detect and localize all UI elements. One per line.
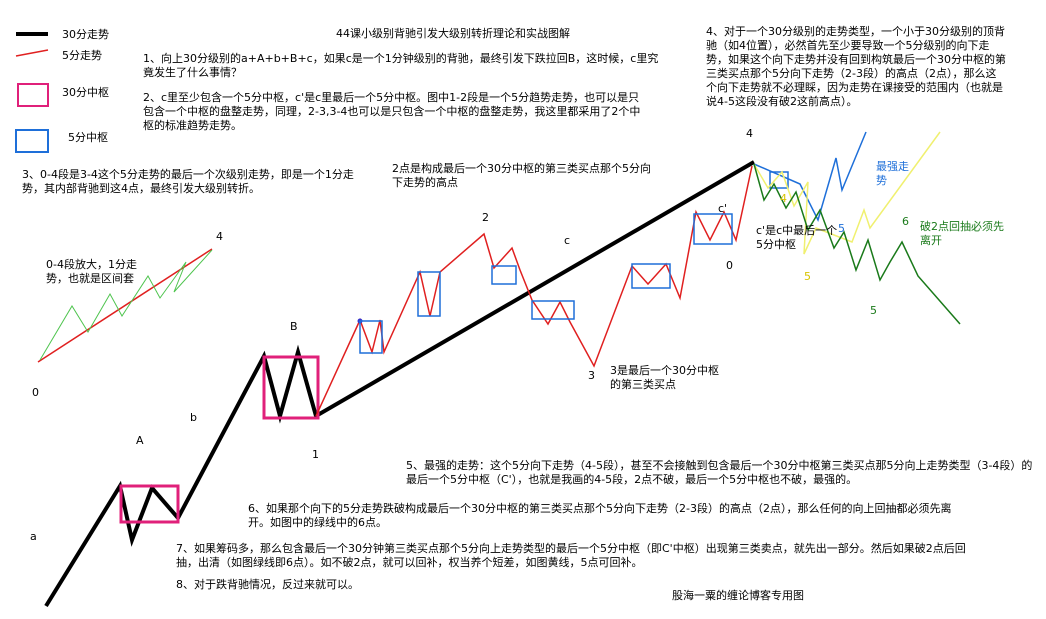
note-zoom: 0-4段放大，1分走势，也就是区间套	[46, 258, 137, 285]
hub-5min-2	[417, 271, 441, 317]
label-point-4-small: 4	[780, 192, 787, 205]
label-zoom-4: 4	[216, 230, 223, 243]
label-c: c	[564, 234, 571, 247]
legend-30min-box-label: 30分中枢	[62, 86, 109, 99]
path-strongest-blue	[753, 131, 867, 223]
note-5: 5、最强的走势：这个5分向下走势（4-5段），甚至不会接触到包含最后一个30分中…	[406, 459, 1033, 486]
label-B: B	[290, 320, 298, 333]
note-1: 1、向上30分级别的a+A+b+B+c，如果c是一个1分钟级别的背驰，最终引发下…	[143, 52, 659, 79]
legend-5min-box	[15, 129, 49, 153]
hub-5min-4	[531, 300, 575, 320]
hub-30min-A	[119, 484, 180, 524]
label-point-1: 1	[312, 448, 319, 461]
label-b: b	[190, 411, 197, 424]
note-break2: 破2点回抽必须先离开	[920, 220, 1004, 247]
legend-30min-line-label: 30分走势	[62, 28, 109, 41]
label-point-4: 4	[746, 127, 753, 140]
zoom-green-line	[39, 249, 213, 361]
label-point-5-yellow: 5	[804, 270, 811, 283]
hub-5min-cprime	[693, 213, 733, 245]
footer-credit: 股海一粟的缠论博客专用图	[672, 589, 804, 602]
legend-30min-box	[17, 83, 49, 107]
label-cprime: c'	[718, 202, 728, 215]
label-point-3: 3	[588, 369, 595, 382]
legend-5min-line	[15, 49, 49, 57]
hub-5min-1	[359, 320, 383, 354]
note-7: 7、如果筹码多，那么包含最后一个30分钟第三类买点那个5分向上走势类型的最后一个…	[176, 542, 966, 569]
hub-30min-B	[262, 355, 320, 420]
note-4: 4、对于一个30分级别的走势类型，一个小于30分级别的顶背驰（如4位置），必然首…	[706, 25, 1006, 108]
hub-5min-3	[491, 265, 517, 285]
note-8: 8、对于跌背驰情况，反过来就可以。	[176, 578, 359, 591]
note-point2: 2点是构成最后一个30分中枢的第三类买点那个5分向下走势的高点	[392, 162, 651, 189]
note-cprime: c'是c中最后一个5分中枢	[756, 224, 838, 251]
note-3: 3、0-4段是3-4这个5分走势的最后一个次级别走势，即是一个1分走势，其内部背…	[22, 168, 354, 195]
note-point3: 3是最后一个30分中枢的第三类买点	[610, 364, 719, 391]
label-a: a	[30, 530, 37, 543]
note-2: 2、c里至少包含一个5分中枢，c'是c里最后一个5分中枢。图中1-2段是一个5分…	[143, 91, 641, 132]
note-6: 6、如果那个向下的5分走势跌破构成最后一个30分中枢的第三类买点那个5分向下走势…	[248, 502, 952, 529]
path-green	[753, 163, 961, 325]
label-zoom-0: 0	[32, 386, 39, 399]
label-point-6: 6	[902, 215, 909, 228]
label-point-5-blue: 5	[838, 222, 845, 235]
label-point-2: 2	[482, 211, 489, 224]
trend-30min-line	[44, 160, 756, 608]
legend-5min-line-label: 5分走势	[62, 49, 102, 62]
path-yellow	[753, 131, 941, 255]
hub-5min-5	[631, 263, 671, 289]
label-A: A	[136, 434, 144, 447]
hub-5min-right	[769, 171, 789, 189]
page-title: 44课小级别背驰引发大级别转折理论和实战图解	[336, 27, 570, 40]
legend-5min-box-label: 5分中枢	[68, 131, 108, 144]
zoom-red-line	[37, 248, 213, 363]
note-strongest: 最强走势	[876, 160, 909, 187]
label-point-0: 0	[726, 259, 733, 272]
label-point-5-green: 5	[870, 304, 877, 317]
